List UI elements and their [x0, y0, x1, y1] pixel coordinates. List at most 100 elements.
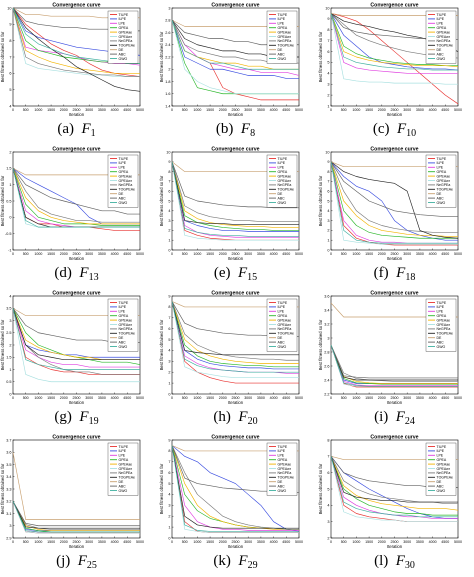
- x-tick-label: 500: [341, 396, 347, 400]
- legend-label: TILPE: [278, 445, 288, 449]
- x-tick-label: 2500: [73, 540, 81, 544]
- y-tick-label: 4: [9, 104, 11, 108]
- x-tick-label: 1500: [365, 396, 373, 400]
- legend-label: TILPE: [437, 445, 447, 449]
- x-tick-label: 500: [182, 252, 188, 256]
- caption-letter: (l): [374, 553, 396, 569]
- chart-title: Convergence curve: [52, 147, 100, 153]
- legend-label: NeGPEa: [437, 327, 451, 331]
- x-tick-label: 500: [182, 396, 188, 400]
- legend-label: ABC: [437, 196, 445, 200]
- legend-label: LPE: [119, 22, 126, 26]
- legend-label: TILPE: [278, 13, 288, 17]
- chart-title: Convergence curve: [52, 291, 100, 297]
- x-tick-label: 2500: [391, 108, 399, 112]
- y-tick-label: 2.2: [324, 392, 329, 396]
- legend-box: [425, 154, 457, 208]
- caption-subscript: 29: [248, 560, 258, 571]
- legend-label: ABC: [437, 484, 445, 488]
- y-tick-label: 3.4: [6, 475, 11, 479]
- series-line-lpe: [171, 20, 300, 76]
- x-tick-label: 3000: [403, 396, 411, 400]
- y-tick-label: 2.6: [165, 31, 170, 35]
- legend-label: GWO: [437, 489, 446, 493]
- y-tick-label: 5: [327, 199, 329, 203]
- caption-function: F: [237, 265, 248, 281]
- x-tick-label: 2000: [378, 252, 386, 256]
- series-line-negpea: [330, 456, 458, 505]
- x-tick-label: 4500: [282, 252, 290, 256]
- x-tick-label: 3000: [244, 252, 252, 256]
- x-tick-label: 5000: [454, 540, 462, 544]
- x-tick-label: 500: [23, 252, 29, 256]
- x-tick-label: 0: [12, 108, 14, 112]
- series-line-gwo: [330, 456, 458, 518]
- chart-panel-9: Convergence curve 0 500 1000 1500 2000 2500 300…: [318, 291, 462, 428]
- chart-panel-3: Convergence curve 0 500 1000 1500 2000 2500 300…: [318, 3, 462, 140]
- legend-label: ABC: [119, 52, 127, 56]
- series-line-gpeawr: [171, 20, 299, 95]
- series-line-gpea: [171, 301, 299, 368]
- legend-box: [266, 442, 298, 496]
- caption-letter: (d): [54, 265, 79, 281]
- series-line-tilpe: [171, 301, 299, 384]
- chart-title: Convergence curve: [211, 291, 259, 297]
- series-line-lpe: [330, 13, 458, 74]
- series-line-gpeawr: [330, 13, 458, 85]
- x-tick-label: 2000: [219, 252, 227, 256]
- legend-label: TOGPEAe: [437, 332, 454, 336]
- x-axis-label: Iteration: [228, 544, 244, 549]
- x-tick-label: 2000: [219, 540, 227, 544]
- x-axis-label: Iteration: [228, 112, 244, 117]
- x-tick-label: 3500: [98, 252, 106, 256]
- y-tick-label: 6: [9, 72, 11, 76]
- y-tick-label: 3.2: [324, 322, 329, 326]
- x-tick-label: 4000: [429, 252, 437, 256]
- chart-title: Convergence curve: [370, 3, 418, 9]
- caption-subscript: 18: [405, 272, 415, 283]
- legend-label: GWO: [437, 345, 446, 349]
- series-line-togpeae: [171, 445, 299, 529]
- legend-box: [266, 298, 298, 352]
- legend-label: ILPE: [119, 305, 127, 309]
- x-tick-label: 2000: [378, 396, 386, 400]
- x-axis-label: Iteration: [228, 400, 244, 405]
- y-axis-label: Best fitness obtained so far: [159, 31, 164, 82]
- legend-label: TOGPEAe: [278, 332, 295, 336]
- y-tick-label: 8: [327, 28, 329, 32]
- subfigure-caption: (i) F24: [374, 409, 415, 427]
- x-axis-label: Iteration: [69, 256, 85, 261]
- caption-subscript: 24: [405, 416, 415, 427]
- y-axis-label: Best fitness obtained so far: [318, 319, 323, 370]
- legend-label: ILPE: [119, 161, 127, 165]
- chart-panel-12: Convergence curve 0 500 1000 1500 2000 2500 300…: [318, 435, 462, 572]
- caption-function: F: [77, 553, 88, 569]
- caption-letter: (f): [374, 265, 397, 281]
- series-line-tilpe: [330, 161, 458, 246]
- chart-title: Convergence curve: [52, 435, 100, 441]
- legend-label: NeGPEa: [278, 327, 292, 331]
- x-tick-label: 3500: [257, 252, 265, 256]
- legend-label: TILPE: [119, 301, 129, 305]
- x-tick-label: 1500: [206, 540, 214, 544]
- legend-label: GPEA: [119, 458, 129, 462]
- series-line-gpeaae: [330, 13, 459, 68]
- series-line-ilpe: [171, 20, 299, 79]
- legend: TILPEILPELPEGPEAGPEAaeGPEAwrNeGPEaTOGPEA…: [107, 442, 139, 496]
- legend-label: DE: [437, 336, 443, 340]
- series-line-togpeae: [330, 161, 459, 239]
- y-axis-label: Best fitness obtained so far: [159, 463, 164, 514]
- legend: TILPEILPELPEGPEAGPEAaeGPEAwrNeGPEaTOGPEA…: [107, 154, 139, 208]
- y-axis-label: Best fitness obtained so far: [0, 175, 5, 226]
- x-tick-label: 4500: [282, 108, 290, 112]
- y-tick-label: 3: [327, 83, 329, 87]
- caption-letter: (b): [216, 121, 241, 137]
- legend-label: NeGPEa: [119, 183, 133, 187]
- x-tick-label: 4500: [441, 252, 449, 256]
- subfigure-caption: (d) F13: [54, 265, 98, 283]
- x-tick-label: 2000: [219, 396, 227, 400]
- x-tick-label: 3000: [85, 252, 93, 256]
- x-tick-label: 4000: [429, 540, 437, 544]
- y-tick-label: 3: [9, 524, 11, 528]
- x-tick-label: 1000: [352, 540, 360, 544]
